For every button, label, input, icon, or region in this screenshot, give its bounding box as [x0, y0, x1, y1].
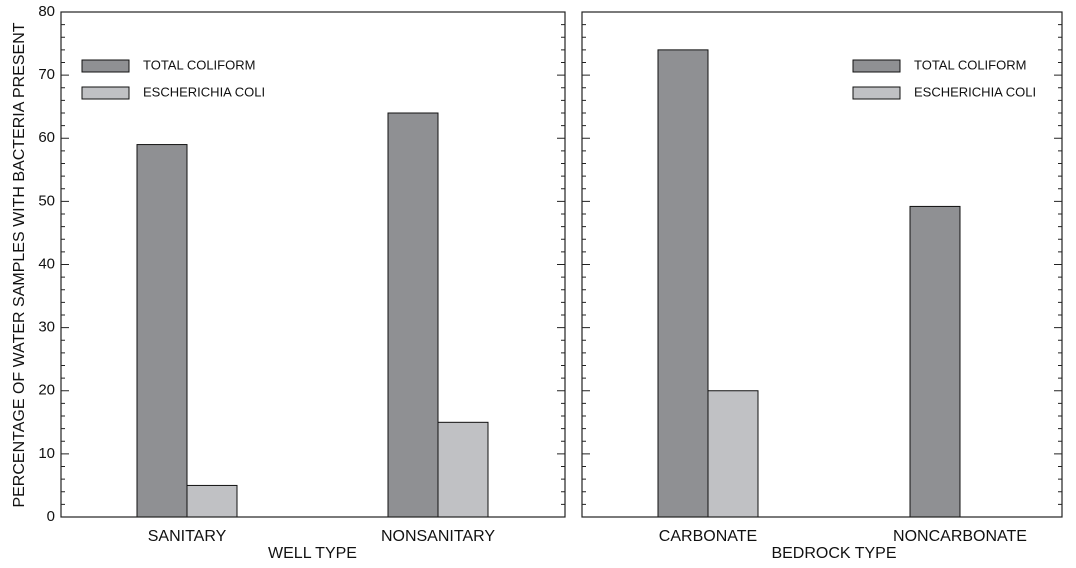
x-axis-title-well-type: WELL TYPE [268, 545, 357, 562]
y-tick-label-20: 20 [38, 382, 55, 399]
y-tick-label-60: 60 [38, 129, 55, 146]
bar-sanitary-total-coliform [136, 144, 188, 518]
y-tick-label-30: 30 [38, 319, 55, 336]
panel-well-type: SANITARY NONSANITARY 0 10 20 30 40 50 60 70 80 WELL… [38, 3, 566, 562]
legend-swatch-escherichia-coli [81, 86, 130, 100]
x-axis-title-bedrock-type: BEDROCK TYPE [771, 545, 896, 562]
bar-nonsanitary-escherichia-coli [437, 421, 489, 518]
category-label-nonsanitary: NONSANITARY [381, 528, 495, 545]
bar-carbonate-total-coliform [657, 49, 709, 518]
category-label-carbonate: CARBONATE [659, 528, 757, 545]
y-axis-title: PERCENTAGE OF WATER SAMPLES WITH BACTERI… [11, 22, 28, 507]
y-tick-label-0: 0 [47, 508, 55, 525]
bar-nonsanitary-total-coliform [387, 112, 439, 518]
legend-swatch-total-coliform [852, 59, 901, 73]
y-tick-label-10: 10 [38, 445, 55, 462]
legend-label-escherichia-coli: ESCHERICHIA COLI [143, 84, 265, 99]
legend-label-total-coliform: TOTAL COLIFORM [914, 57, 1026, 72]
legend-swatch-escherichia-coli [852, 86, 901, 100]
legend-well-type: TOTAL COLIFORM ESCHERICHIA COLI [81, 57, 265, 100]
legend-label-escherichia-coli: ESCHERICHIA COLI [914, 84, 1036, 99]
bar-carbonate-escherichia-coli [707, 390, 759, 518]
y-tick-label-40: 40 [38, 255, 55, 272]
category-label-sanitary: SANITARY [148, 528, 227, 545]
y-tick-label-80: 80 [38, 3, 55, 20]
y-tick-label-70: 70 [38, 66, 55, 83]
legend-bedrock-type: TOTAL COLIFORM ESCHERICHIA COLI [852, 57, 1036, 100]
category-label-noncarbonate: NONCARBONATE [893, 528, 1027, 545]
y-tick-label-50: 50 [38, 192, 55, 209]
legend-label-total-coliform: TOTAL COLIFORM [143, 57, 255, 72]
legend-swatch-total-coliform [81, 59, 130, 73]
bar-sanitary-escherichia-coli [186, 484, 238, 518]
bar-noncarbonate-total-coliform [909, 205, 961, 518]
